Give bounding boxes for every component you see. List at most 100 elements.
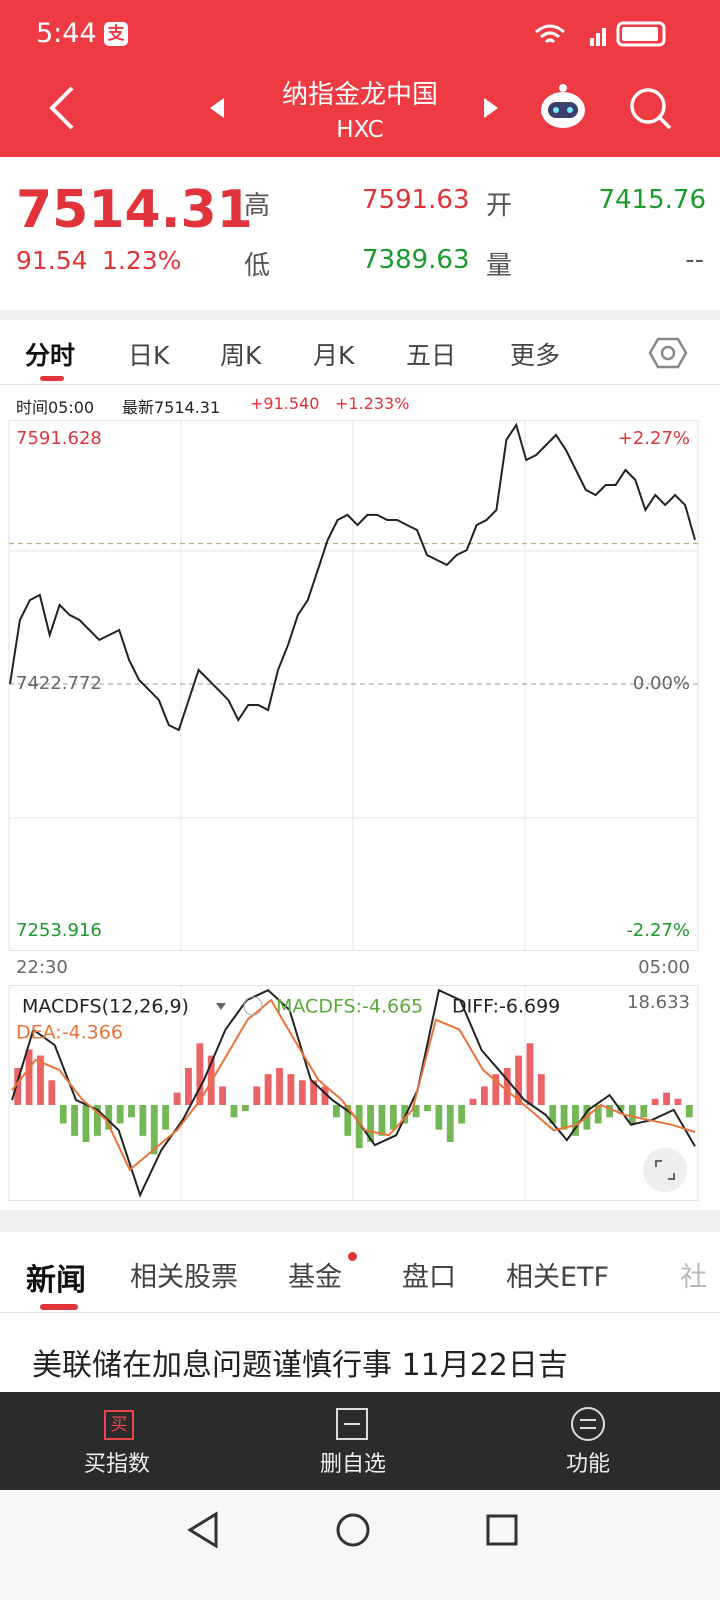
histogram-bar xyxy=(241,1104,249,1112)
chart-tab[interactable]: 日K xyxy=(128,341,170,370)
histogram-bar xyxy=(663,1092,670,1105)
histogram-bar xyxy=(401,1104,409,1124)
buy-icon: 买 xyxy=(104,1410,134,1440)
open: 7415.76 xyxy=(598,185,706,215)
histogram-bar xyxy=(264,1074,272,1105)
help-icon xyxy=(243,996,263,1016)
next-button[interactable] xyxy=(484,98,498,118)
histogram-bar xyxy=(230,1104,238,1118)
info-time: 时间05:00 xyxy=(16,398,95,417)
header-subtitle: HXC xyxy=(336,117,384,143)
histogram-bar xyxy=(139,1104,147,1136)
app-icon: 支 xyxy=(104,22,128,46)
indicator-line xyxy=(11,998,696,1172)
histogram-bar xyxy=(537,1074,545,1105)
histogram-bar xyxy=(492,1074,500,1105)
bottom-icons xyxy=(336,1407,605,1441)
chart-tab[interactable]: 更多 xyxy=(510,341,561,370)
status-time: 5:44 xyxy=(36,18,97,49)
headline[interactable]: 美联储在加息问题谨慎行事 11月22日吉 xyxy=(32,1348,568,1383)
histogram-bar xyxy=(435,1104,443,1130)
macd-chart: MACDFS(12,26,9) MACDFS:-4.665 DIFF:-6.699 D… xyxy=(8,985,699,1201)
tab-indicator xyxy=(40,376,64,381)
high-label: 高 xyxy=(244,191,271,221)
histogram-bar xyxy=(71,1104,79,1136)
histogram-bar xyxy=(25,1049,33,1105)
news-tab[interactable]: 盘口 xyxy=(402,1262,456,1293)
histogram-bar xyxy=(640,1104,648,1118)
legend-entry: DEA:-4.366 xyxy=(16,1022,123,1044)
price-line xyxy=(9,422,696,732)
chart-tab[interactable]: 月K xyxy=(313,341,355,370)
price: 7514.31 xyxy=(16,180,253,240)
nav-home[interactable] xyxy=(336,1513,370,1547)
histogram-bar xyxy=(412,1104,420,1118)
news-tab[interactable]: 相关股票 xyxy=(130,1262,238,1293)
header-icons xyxy=(49,84,672,130)
histogram-bar xyxy=(560,1104,568,1130)
y2-tick-label: 0.00% xyxy=(633,673,690,694)
tab-indicator xyxy=(40,1304,78,1310)
histogram-bar xyxy=(105,1104,113,1130)
histogram-bar xyxy=(253,1086,261,1105)
news-tab[interactable]: 社 xyxy=(680,1262,707,1293)
robot-icon[interactable] xyxy=(541,84,585,128)
histogram-bar xyxy=(480,1086,488,1105)
separator xyxy=(0,1210,720,1232)
chart-tab[interactable]: 分时 xyxy=(25,341,76,370)
histogram-bar xyxy=(321,1086,329,1105)
info-percent: +1.233% xyxy=(335,394,410,413)
histogram-bar xyxy=(367,1104,374,1142)
expand-button[interactable] xyxy=(643,1148,687,1192)
bottom-item[interactable]: 买指数 xyxy=(83,1452,150,1477)
y-tick-label: 18.633 xyxy=(627,992,690,1013)
info-change: +91.540 xyxy=(250,394,320,413)
histogram-bar xyxy=(298,1080,306,1105)
chart-tab[interactable]: 五日 xyxy=(406,341,457,370)
histogram-bar xyxy=(549,1104,557,1124)
nav-back[interactable] xyxy=(187,1511,218,1549)
y2-tick-label: -2.27% xyxy=(626,920,690,941)
histogram-bar xyxy=(378,1104,386,1136)
volume-label: 量 xyxy=(486,251,513,281)
low-label: 低 xyxy=(244,251,271,281)
divider xyxy=(0,1312,720,1313)
nav-icons xyxy=(187,1511,518,1549)
histogram-bar xyxy=(276,1067,283,1105)
histogram-bar xyxy=(185,1067,192,1105)
histogram-bar xyxy=(162,1104,170,1130)
high: 7591.63 xyxy=(362,185,470,215)
news-tab[interactable]: 基金 xyxy=(288,1262,342,1293)
histogram-bar xyxy=(128,1104,135,1118)
histogram-bar xyxy=(526,1043,534,1105)
histogram-bar xyxy=(287,1074,295,1105)
histogram-bar xyxy=(685,1104,693,1118)
search-icon[interactable] xyxy=(630,88,672,130)
back-button[interactable] xyxy=(49,86,74,130)
status-icons xyxy=(535,21,666,47)
histogram-bar xyxy=(458,1104,466,1124)
histogram-bar xyxy=(59,1104,67,1124)
histogram-bar xyxy=(446,1104,454,1142)
histogram-bar xyxy=(606,1104,614,1118)
nav-recent[interactable] xyxy=(486,1514,518,1546)
change: 91.54 xyxy=(16,246,88,275)
bottom-item[interactable]: 功能 xyxy=(565,1452,610,1477)
badge-dot xyxy=(348,1252,357,1261)
histogram-bar xyxy=(14,1067,22,1105)
prev-button[interactable] xyxy=(210,98,224,118)
news-tab[interactable]: 新闻 xyxy=(26,1263,86,1298)
histogram-bar xyxy=(173,1092,181,1105)
x-label: 05:00 xyxy=(638,957,690,978)
histogram-bar xyxy=(116,1104,124,1124)
news-tab[interactable]: 相关ETF xyxy=(506,1262,610,1293)
histogram-bar xyxy=(93,1104,101,1136)
settings-icon[interactable] xyxy=(648,336,688,370)
histogram-bar xyxy=(219,1086,227,1105)
chart-tab[interactable]: 周K xyxy=(220,341,262,370)
legend-entry: MACDFS:-4.665 xyxy=(276,996,423,1018)
y-tick-label: 7422.772 xyxy=(16,673,102,694)
bottom-item[interactable]: 删自选 xyxy=(319,1452,386,1477)
histogram-bar xyxy=(333,1104,340,1118)
